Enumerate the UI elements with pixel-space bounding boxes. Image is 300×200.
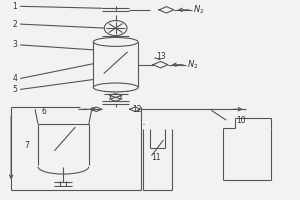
- Text: 11: 11: [152, 153, 161, 162]
- Text: 4: 4: [13, 74, 17, 83]
- Text: 5: 5: [13, 85, 17, 94]
- Ellipse shape: [93, 83, 138, 92]
- Text: 3: 3: [13, 40, 17, 49]
- Text: 12: 12: [132, 105, 142, 114]
- Text: $N_2$: $N_2$: [187, 58, 199, 71]
- Text: 10: 10: [237, 116, 246, 125]
- Ellipse shape: [93, 37, 138, 46]
- Text: $N_2$: $N_2$: [193, 4, 205, 16]
- Text: 7: 7: [25, 141, 29, 150]
- Text: 6: 6: [41, 107, 46, 116]
- Text: 1: 1: [13, 2, 17, 11]
- Text: 13: 13: [156, 52, 166, 61]
- Text: 2: 2: [13, 20, 17, 29]
